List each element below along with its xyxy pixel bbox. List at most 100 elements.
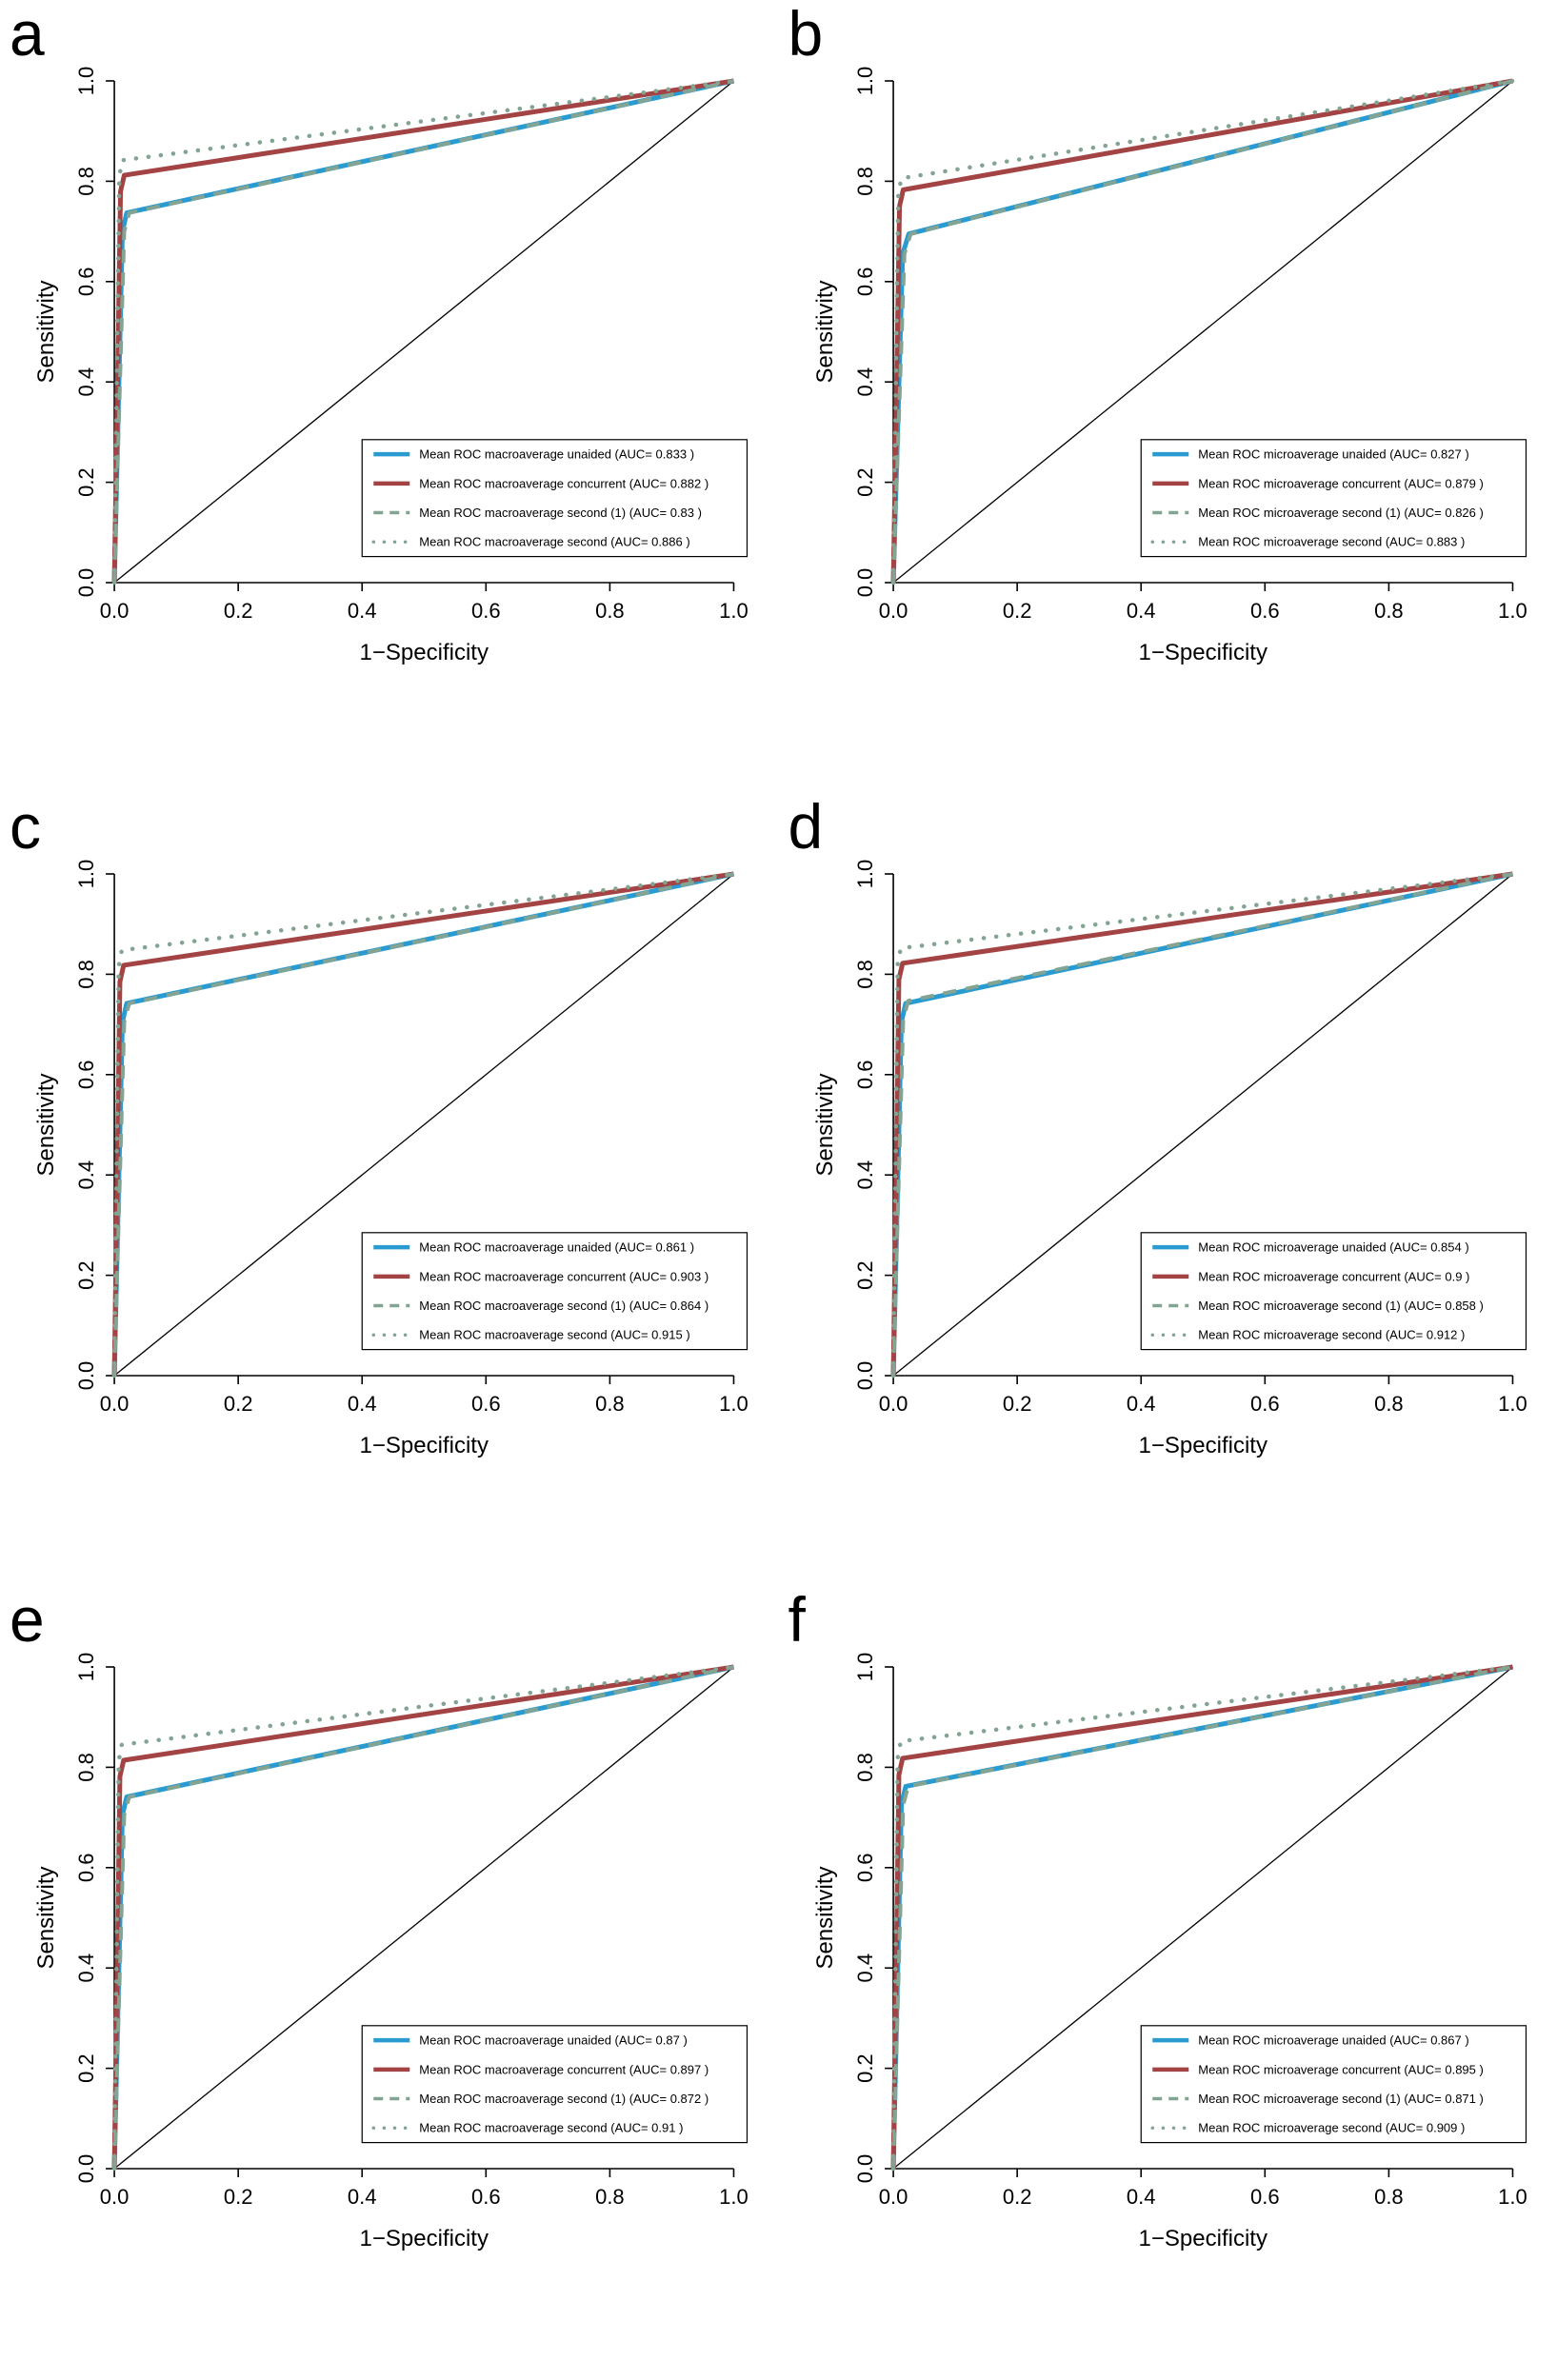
y-axis-label: Sensitivity — [812, 1866, 838, 1969]
roc-curve-3 — [890, 79, 1513, 584]
legend: Mean ROC macroaverage unaided (AUC= 0.86… — [361, 1232, 749, 1351]
y-tick-label: 1.0 — [853, 860, 877, 889]
legend-entry-label: Mean ROC macroaverage concurrent (AUC= 0… — [419, 476, 709, 490]
panel-label-d: d — [788, 791, 824, 862]
chance-diagonal — [113, 80, 734, 584]
y-tick-label: 0.8 — [74, 960, 98, 989]
legend: Mean ROC microaverage unaided (AUC= 0.86… — [1140, 2025, 1527, 2144]
panel-a: a 0.0 0.0 0.2 0.2 0.4 0.4 0.6 0.6 0.8 0.8 1.0 1.0 1−… — [0, 0, 779, 793]
legend-entry-label: Mean ROC macroaverage second (AUC= 0.886… — [419, 535, 689, 549]
y-tick-label: 0.4 — [853, 1160, 877, 1190]
axes: 0.00.0 0.2 0.2 0.4 0.4 0.6 0.6 0.8 0.8 1.0 1.0 — [853, 860, 1527, 1416]
legend-entry-label: Mean ROC microaverage concurrent (AUC= 0… — [1198, 1269, 1469, 1283]
panel-label-b: b — [788, 0, 824, 69]
y-tick-label: 0.4 — [74, 1160, 98, 1190]
y-tick-label: 0.4 — [74, 1954, 98, 1983]
roc-chart-c: 0.00.0 0.2 0.2 0.4 0.4 0.6 0.6 0.8 0.8 1.0 1.0 1−Sp… — [33, 860, 749, 1458]
y-tick-label: 0.8 — [853, 960, 877, 989]
x-tick-label: 1.0 — [719, 1392, 749, 1416]
legend-entry-label: Mean ROC macroaverage concurrent (AUC= 0… — [419, 1269, 709, 1283]
y-axis-label: Sensitivity — [812, 1073, 838, 1176]
y-tick-label: 0.6 — [853, 1061, 877, 1090]
legend-entry-label: Mean ROC microaverage second (AUC= 0.883… — [1198, 535, 1465, 549]
legend-entry-label: Mean ROC macroaverage second (1) (AUC= 0… — [419, 1299, 709, 1313]
y-tick-label: 0.4 — [853, 1954, 877, 1983]
x-tick-label: 0.6 — [471, 2185, 501, 2209]
y-tick-label: 0.2 — [853, 1260, 877, 1290]
legend: Mean ROC macroaverage unaided (AUC= 0.87… — [361, 2025, 749, 2144]
x-axis-label: 1−Specificity — [1138, 2226, 1267, 2251]
x-tick-label: 0.2 — [224, 1392, 253, 1416]
x-tick-label: 0.0 — [100, 1392, 130, 1416]
legend-entry-label: Mean ROC macroaverage second (AUC= 0.915… — [419, 1328, 689, 1342]
legend-entry-label: Mean ROC macroaverage concurrent (AUC= 0… — [419, 2062, 709, 2076]
y-tick-label: 0.6 — [853, 1854, 877, 1883]
y-tick-label: 1.0 — [74, 67, 98, 96]
legend-entry-label: Mean ROC microaverage unaided (AUC= 0.85… — [1198, 1240, 1468, 1255]
legend-box — [361, 439, 749, 558]
roc-chart-a: 0.00.0 0.2 0.2 0.4 0.4 0.6 0.6 0.8 0.8 1.0 1.0 1−Sp… — [33, 67, 749, 665]
x-tick-label: 0.0 — [878, 2185, 908, 2209]
y-tick-label: 0.8 — [74, 1753, 98, 1782]
x-axis-label: 1−Specificity — [1138, 640, 1267, 665]
x-tick-label: 0.2 — [224, 2185, 253, 2209]
y-tick-label: 0.8 — [74, 167, 98, 196]
x-tick-label: 0.6 — [1250, 2185, 1280, 2209]
legend-box — [1140, 439, 1527, 558]
panel-c: c 0.0 0.0 0.2 0.2 0.4 0.4 0.6 0.6 0.8 0.8 1.0 1.0 1−… — [0, 793, 779, 1586]
panel-label-e: e — [10, 1584, 45, 1655]
x-axis-label: 1−Specificity — [360, 2226, 489, 2251]
y-tick-label: 0.6 — [74, 1061, 98, 1090]
x-axis-label: 1−Specificity — [360, 640, 489, 665]
y-tick-label: 0.0 — [853, 2154, 877, 2184]
y-tick-label: 0.0 — [74, 1361, 98, 1391]
roc-curve-4 — [890, 871, 1515, 1378]
x-tick-label: 0.4 — [1126, 1392, 1155, 1416]
y-tick-label: 0.6 — [74, 268, 98, 297]
x-tick-label: 0.2 — [1002, 599, 1031, 623]
roc-chart-f: 0.00.0 0.2 0.2 0.4 0.4 0.6 0.6 0.8 0.8 1.0 1.0 1−Sp… — [812, 1653, 1527, 2251]
x-tick-label: 0.4 — [348, 2185, 377, 2209]
x-axis-label: 1−Specificity — [360, 1433, 489, 1458]
y-tick-label: 1.0 — [74, 1653, 98, 1682]
legend: Mean ROC microaverage unaided (AUC= 0.85… — [1140, 1232, 1527, 1351]
axes: 0.00.0 0.2 0.2 0.4 0.4 0.6 0.6 0.8 0.8 1.0 1.0 — [853, 1653, 1527, 2209]
y-tick-label: 0.0 — [853, 1361, 877, 1391]
y-tick-label: 0.6 — [74, 1854, 98, 1883]
y-tick-label: 0.4 — [74, 367, 98, 397]
x-tick-label: 0.4 — [1126, 599, 1155, 623]
legend-entry-label: Mean ROC macroaverage unaided (AUC= 0.87… — [419, 2033, 688, 2048]
roc-curve-4 — [890, 1664, 1515, 2172]
x-tick-label: 0.0 — [100, 599, 130, 623]
y-tick-label: 0.2 — [74, 1260, 98, 1290]
x-tick-label: 1.0 — [719, 599, 749, 623]
panel-label-a: a — [10, 0, 45, 69]
x-tick-label: 0.0 — [100, 2185, 130, 2209]
legend-box — [361, 2025, 749, 2144]
legend-entry-label: Mean ROC microaverage second (1) (AUC= 0… — [1198, 1299, 1484, 1313]
x-tick-label: 0.6 — [1250, 1392, 1280, 1416]
panel-f: f 0.0 0.0 0.2 0.2 0.4 0.4 0.6 0.6 0.8 0.8 1.0 1.0 1−… — [779, 1586, 1557, 2379]
x-tick-label: 0.8 — [595, 1392, 625, 1416]
y-tick-label: 0.2 — [853, 2053, 877, 2083]
axes: 0.00.0 0.2 0.2 0.4 0.4 0.6 0.6 0.8 0.8 1.0 1.0 — [74, 1653, 749, 2209]
x-tick-label: 0.4 — [348, 599, 377, 623]
x-tick-label: 0.8 — [595, 2185, 625, 2209]
roc-curve-4 — [111, 871, 736, 1378]
roc-curve-3 — [890, 1665, 1513, 2170]
legend-entry-label: Mean ROC microaverage concurrent (AUC= 0… — [1198, 2062, 1484, 2076]
x-tick-label: 0.4 — [1126, 2185, 1155, 2209]
x-tick-label: 0.8 — [1374, 599, 1404, 623]
axes: 0.00.0 0.2 0.2 0.4 0.4 0.6 0.6 0.8 0.8 1.0 1.0 — [74, 67, 749, 623]
legend-entry-label: Mean ROC microaverage unaided (AUC= 0.82… — [1198, 447, 1468, 462]
legend-entry-label: Mean ROC microaverage second (AUC= 0.912… — [1198, 1328, 1465, 1342]
y-tick-label: 0.4 — [853, 367, 877, 397]
y-tick-label: 0.2 — [74, 2053, 98, 2083]
legend-entry-label: Mean ROC macroaverage unaided (AUC= 0.83… — [419, 447, 694, 462]
chance-diagonal — [113, 1666, 734, 2170]
legend-entry-label: Mean ROC macroaverage second (AUC= 0.91 … — [419, 2121, 683, 2135]
x-tick-label: 1.0 — [1498, 1392, 1527, 1416]
x-tick-label: 0.6 — [471, 1392, 501, 1416]
x-tick-label: 0.8 — [1374, 1392, 1404, 1416]
legend-entry-label: Mean ROC microaverage second (AUC= 0.909… — [1198, 2121, 1465, 2135]
